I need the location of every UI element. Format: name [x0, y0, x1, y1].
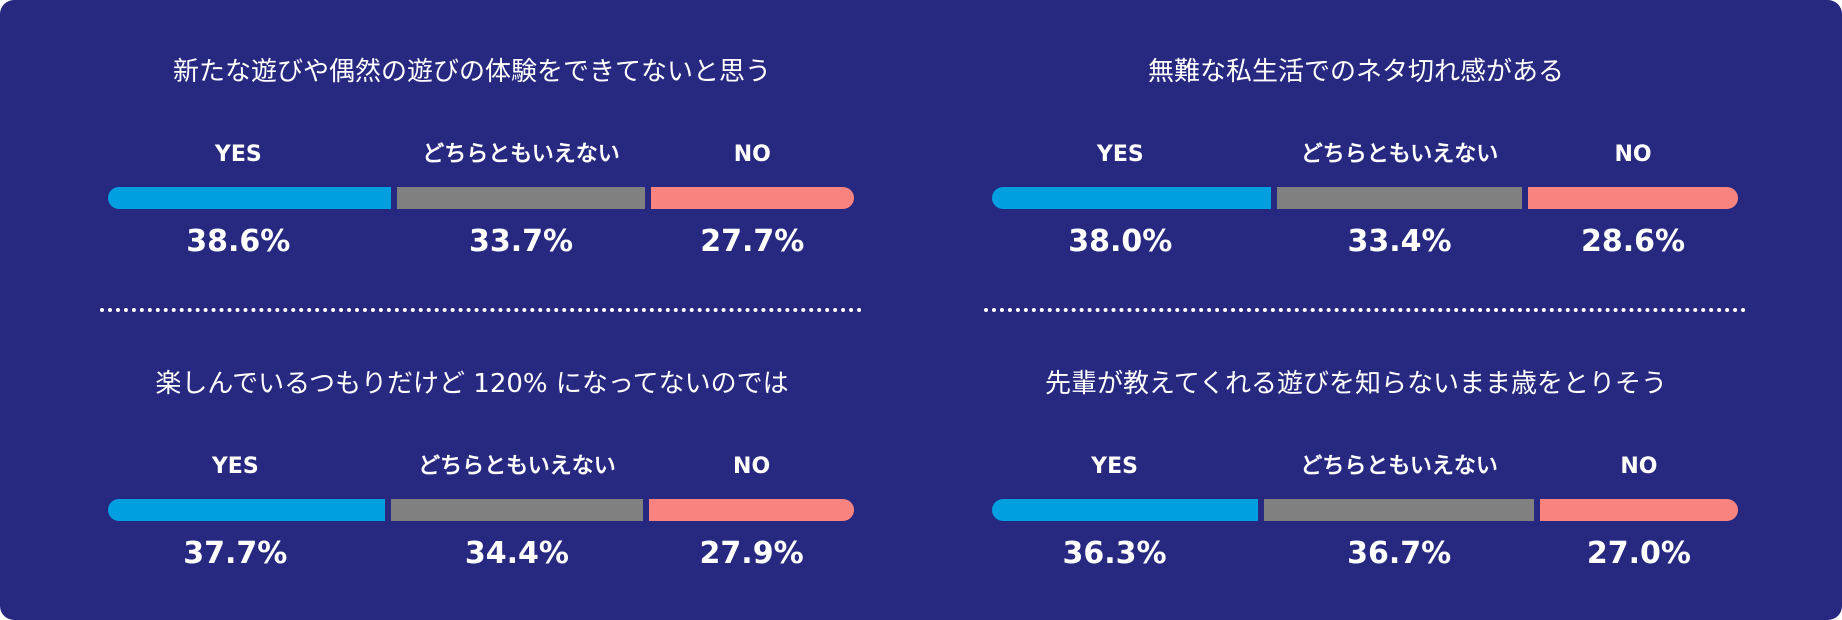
value-label-neutral: 34.4%	[464, 536, 569, 571]
chart-title: 新たな遊びや偶然の遊びの体験をできてないと思う	[172, 57, 771, 87]
bar-segment-no	[1528, 187, 1738, 209]
stacked-bar	[108, 187, 854, 209]
value-label-no: 27.0%	[1586, 536, 1691, 571]
category-label-no: NO	[1620, 454, 1658, 479]
value-label-neutral: 33.4%	[1347, 224, 1452, 259]
category-label-yes: YES	[214, 142, 262, 167]
bar-segment-no	[650, 187, 854, 209]
category-label-yes: YES	[211, 454, 259, 479]
bar-segment-no	[649, 499, 854, 521]
stacked-bar	[992, 187, 1738, 209]
chart-title: 楽しんでいるつもりだけど 120% になってないのでは	[155, 369, 789, 399]
value-label-yes: 36.3%	[1062, 536, 1167, 571]
bar-segment-yes	[992, 499, 1259, 521]
category-label-neutral: どちらともいえない	[422, 142, 620, 167]
category-label-neutral: どちらともいえない	[418, 454, 616, 479]
chart-1: 新たな遊びや偶然の遊びの体験をできてないと思う YES 38.6% どちらともいえない…	[92, 54, 854, 274]
divider-right	[984, 308, 1746, 312]
value-label-yes: 37.7%	[183, 536, 288, 571]
value-label-yes: 38.0%	[1068, 224, 1173, 259]
stacked-bar	[108, 499, 854, 521]
value-label-no: 27.7%	[700, 224, 805, 259]
bar-segment-yes	[108, 499, 385, 521]
bar-segment-yes	[992, 187, 1271, 209]
bar-segment-neutral	[1264, 499, 1534, 521]
stacked-bar	[992, 499, 1738, 521]
value-label-yes: 38.6%	[186, 224, 291, 259]
chart-title: 無難な私生活でのネタ切れ感がある	[1147, 57, 1564, 87]
chart-2: 無難な私生活でのネタ切れ感がある YES 38.0% どちらともいえない 33.4% NO…	[976, 54, 1738, 274]
category-label-no: NO	[733, 142, 771, 167]
category-label-yes: YES	[1091, 454, 1138, 479]
chart-title: 先輩が教えてくれる遊びを知らないまま歳をとりそう	[1045, 369, 1667, 399]
value-label-no: 28.6%	[1580, 224, 1686, 259]
category-label-no: NO	[1614, 142, 1652, 167]
chart-4: 先輩が教えてくれる遊びを知らないまま歳をとりそう YES 36.3% どちらともいえな…	[976, 366, 1738, 586]
chart-3: 楽しんでいるつもりだけど 120% になってないのでは YES 37.7% どちらとも…	[92, 366, 854, 586]
value-label-neutral: 36.7%	[1347, 536, 1452, 571]
bar-segment-yes	[108, 187, 392, 209]
bar-segment-no	[1539, 499, 1738, 521]
value-label-neutral: 33.7%	[468, 224, 574, 259]
category-label-neutral: どちらともいえない	[1300, 142, 1499, 167]
category-label-yes: YES	[1096, 142, 1144, 167]
divider-left	[100, 308, 862, 312]
bar-segment-neutral	[397, 187, 645, 209]
bar-segment-neutral	[390, 499, 644, 521]
category-label-no: NO	[733, 454, 771, 479]
bar-segment-neutral	[1276, 187, 1523, 209]
value-label-no: 27.9%	[699, 536, 804, 571]
category-label-neutral: どちらともいえない	[1300, 454, 1498, 479]
